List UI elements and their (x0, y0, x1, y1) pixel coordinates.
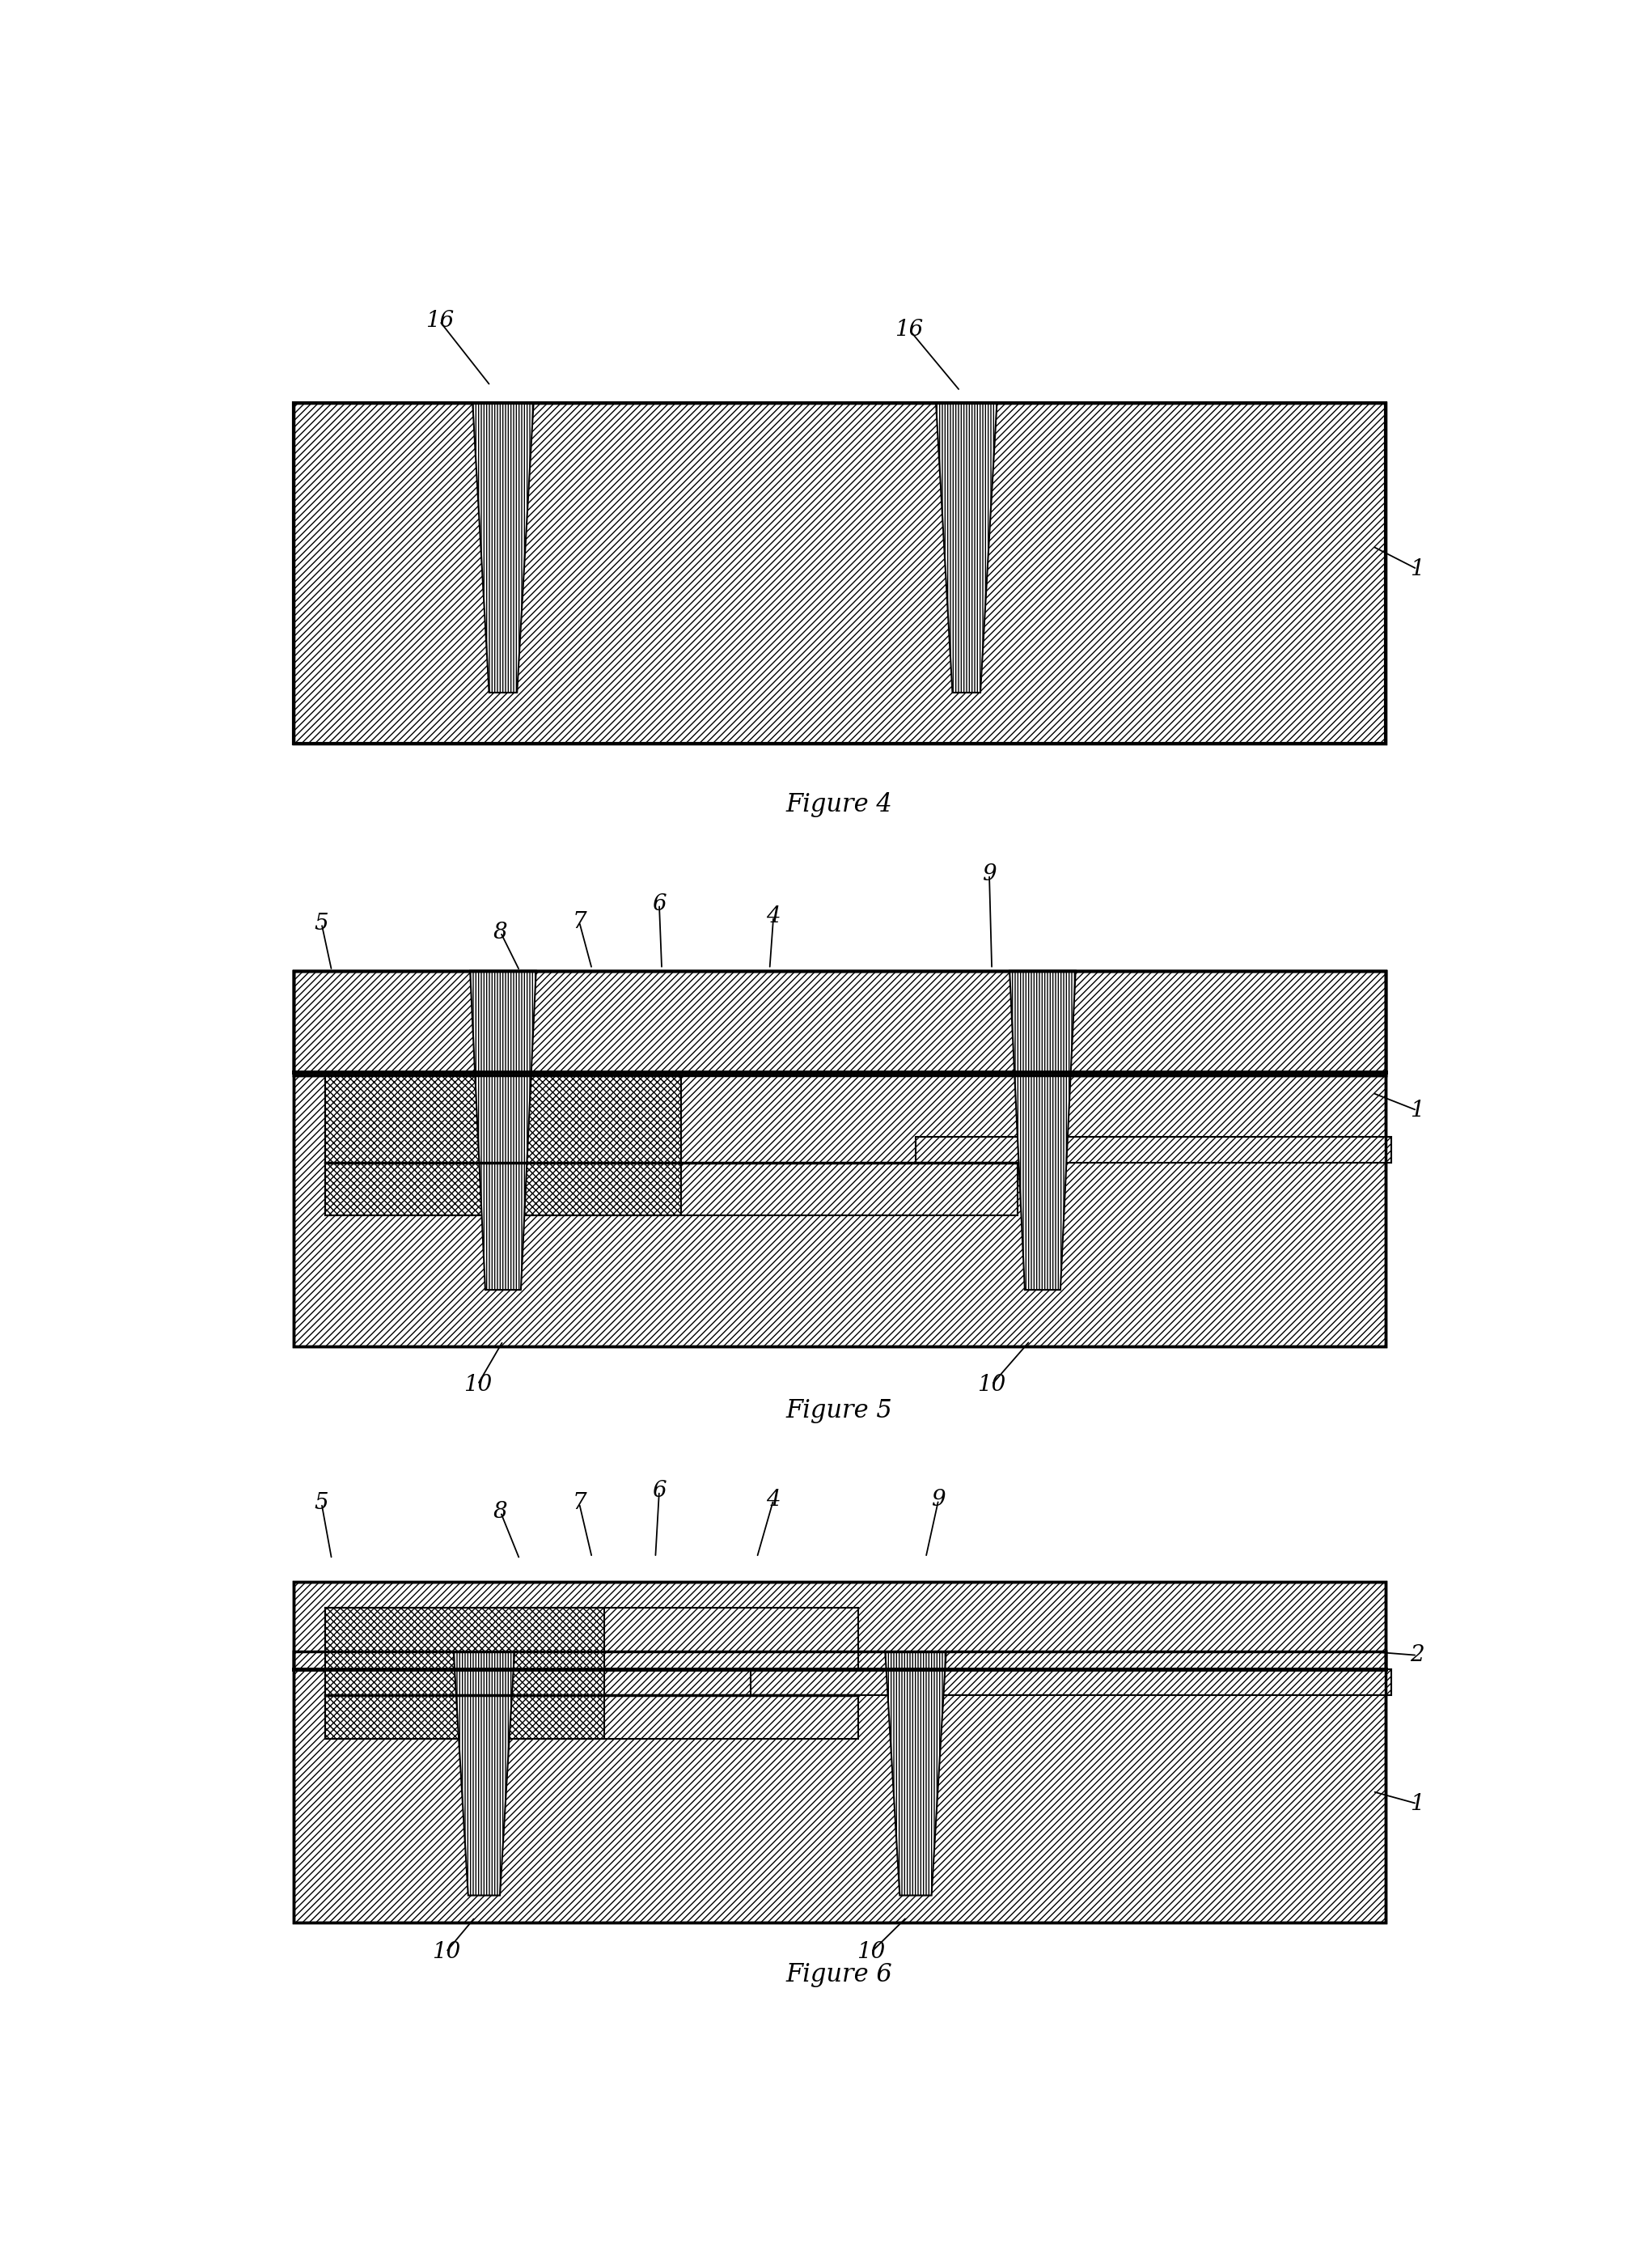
Polygon shape (935, 404, 998, 692)
Bar (293, 1651, 1386, 1923)
Text: 4: 4 (767, 905, 781, 928)
Bar (293, 1583, 1386, 1669)
Bar (293, 971, 1386, 1075)
Text: 2: 2 (1410, 1644, 1423, 1667)
Text: 7: 7 (572, 912, 586, 932)
Bar (326, 1075, 1017, 1216)
Text: 10: 10 (432, 1941, 460, 1964)
Bar (326, 1608, 604, 1740)
Bar (916, 1136, 1392, 1163)
Bar (293, 971, 1386, 1347)
Bar (293, 404, 1386, 744)
Polygon shape (1009, 971, 1076, 1290)
Text: 9: 9 (983, 864, 996, 885)
Text: 10: 10 (857, 1941, 886, 1964)
Text: 1: 1 (1410, 558, 1423, 581)
Text: 10: 10 (464, 1374, 491, 1395)
Text: 16: 16 (894, 320, 924, 340)
Text: Figure 5: Figure 5 (786, 1399, 893, 1424)
Text: 1: 1 (1410, 1100, 1423, 1120)
Bar (293, 1651, 1386, 1923)
Polygon shape (473, 404, 534, 692)
Text: 5: 5 (314, 1492, 329, 1515)
Text: 9: 9 (932, 1488, 945, 1510)
Text: 8: 8 (493, 921, 508, 943)
Text: 4: 4 (767, 1488, 781, 1510)
Bar (293, 404, 1386, 744)
Text: 7: 7 (572, 1492, 586, 1515)
Bar (750, 1669, 1392, 1696)
Polygon shape (454, 1651, 514, 1896)
Bar (293, 971, 1386, 1075)
Polygon shape (885, 1651, 947, 1896)
Text: Figure 6: Figure 6 (786, 1962, 893, 1987)
Bar (326, 1075, 681, 1216)
Bar (293, 971, 1386, 1347)
Text: 10: 10 (978, 1374, 1006, 1395)
Polygon shape (470, 971, 536, 1290)
Text: 6: 6 (652, 894, 667, 916)
Text: 1: 1 (1410, 1792, 1423, 1814)
Bar (326, 1608, 858, 1740)
Text: 5: 5 (314, 912, 329, 934)
Text: 6: 6 (652, 1481, 667, 1501)
Text: Figure 4: Figure 4 (786, 792, 893, 816)
Text: 8: 8 (493, 1501, 508, 1524)
Bar (293, 1583, 1386, 1669)
Text: 16: 16 (426, 311, 454, 331)
